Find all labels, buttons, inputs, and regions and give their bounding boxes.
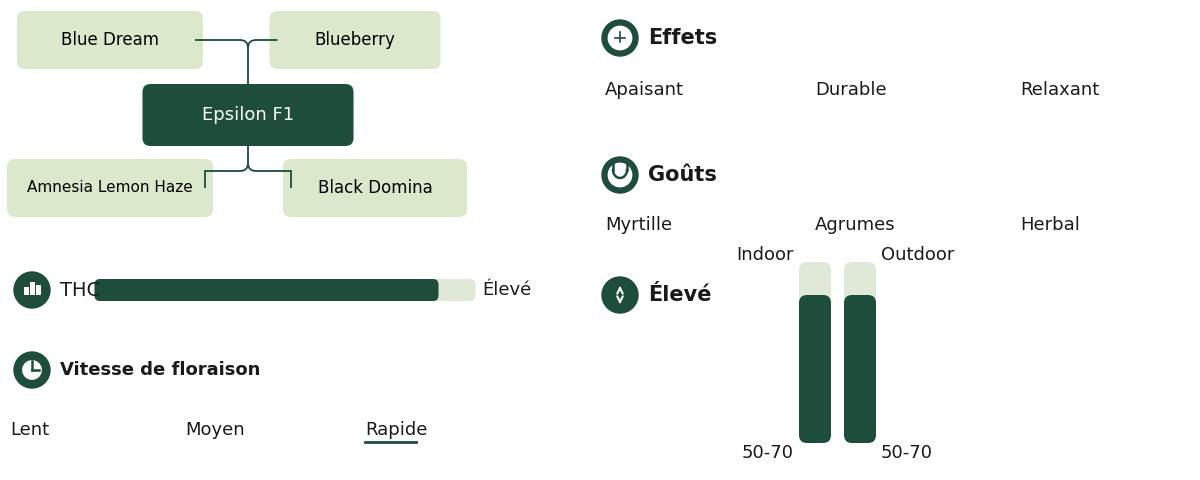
Text: Vitesse de floraison: Vitesse de floraison: [60, 361, 260, 379]
Circle shape: [608, 163, 631, 187]
Text: Élevé: Élevé: [482, 281, 532, 299]
FancyBboxPatch shape: [7, 159, 214, 217]
FancyBboxPatch shape: [95, 279, 475, 301]
Text: Relaxant: Relaxant: [1020, 81, 1099, 99]
Text: Blue Dream: Blue Dream: [61, 31, 158, 49]
Circle shape: [608, 26, 631, 50]
FancyBboxPatch shape: [270, 11, 440, 69]
Circle shape: [602, 277, 638, 313]
Text: Blueberry: Blueberry: [314, 31, 396, 49]
Text: Epsilon F1: Epsilon F1: [202, 106, 294, 124]
Text: Moyen: Moyen: [185, 421, 245, 439]
FancyBboxPatch shape: [95, 279, 438, 301]
Text: Indoor: Indoor: [737, 246, 794, 264]
Circle shape: [14, 272, 50, 308]
Text: Amnesia Lemon Haze: Amnesia Lemon Haze: [28, 180, 193, 195]
FancyBboxPatch shape: [799, 295, 830, 443]
Text: Effets: Effets: [648, 28, 718, 48]
FancyBboxPatch shape: [799, 262, 830, 443]
Text: 50-70: 50-70: [742, 444, 794, 462]
FancyBboxPatch shape: [143, 84, 354, 146]
FancyBboxPatch shape: [844, 295, 876, 443]
Circle shape: [602, 157, 638, 193]
Text: Herbal: Herbal: [1020, 216, 1080, 234]
Text: Goûts: Goûts: [648, 165, 716, 185]
Text: 50-70: 50-70: [881, 444, 934, 462]
Text: Élevé: Élevé: [648, 285, 712, 305]
Text: Agrumes: Agrumes: [815, 216, 895, 234]
FancyBboxPatch shape: [30, 282, 35, 295]
FancyBboxPatch shape: [36, 285, 41, 295]
FancyBboxPatch shape: [17, 11, 203, 69]
Text: Outdoor: Outdoor: [881, 246, 954, 264]
Text: Rapide: Rapide: [365, 421, 427, 439]
FancyBboxPatch shape: [283, 159, 467, 217]
Text: Black Domina: Black Domina: [318, 179, 432, 197]
Text: Lent: Lent: [10, 421, 49, 439]
Text: Apaisant: Apaisant: [605, 81, 684, 99]
Circle shape: [20, 359, 43, 381]
Circle shape: [602, 20, 638, 56]
FancyBboxPatch shape: [844, 262, 876, 443]
Text: Durable: Durable: [815, 81, 887, 99]
FancyBboxPatch shape: [24, 287, 29, 295]
Circle shape: [14, 352, 50, 388]
Text: Myrtille: Myrtille: [605, 216, 672, 234]
Text: THC: THC: [60, 280, 100, 300]
